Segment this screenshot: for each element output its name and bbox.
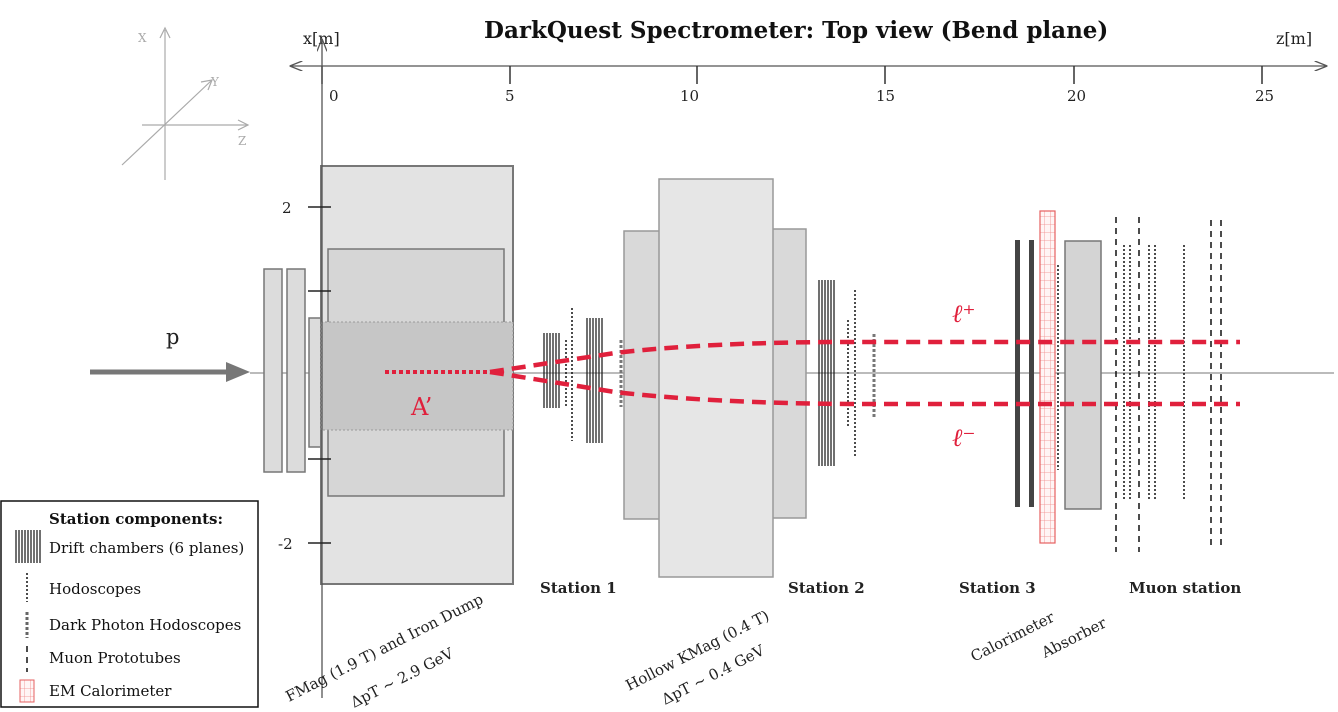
proton-beam-arrow — [90, 362, 250, 382]
legend-muon-prototubes: Muon Prototubes — [49, 649, 181, 667]
muon-prototubes — [1115, 217, 1222, 552]
particle-tracks — [385, 339, 1240, 407]
iron-dump — [320, 321, 514, 431]
station1-hodoscopes — [565, 308, 573, 441]
x-axis-label: x[m] — [303, 29, 340, 48]
coordinate-system-icon — [121, 26, 250, 180]
station1-drift-chambers — [543, 318, 603, 443]
dark-photon-label: A’ — [410, 393, 432, 421]
muon-hodoscopes — [1123, 245, 1185, 500]
legend-title: Station components: — [49, 510, 223, 528]
coord-z-label: Z — [238, 134, 246, 148]
station-1-label: Station 1 — [540, 579, 617, 597]
diagram-title: DarkQuest Spectrometer: Top view (Bend p… — [484, 17, 1108, 44]
legend-dark-photon-hodoscopes: Dark Photon Hodoscopes — [49, 616, 241, 634]
x-tick-label: 2 — [282, 199, 292, 217]
lepton-minus-label: ℓ⁻ — [952, 423, 976, 452]
lepton-plus-track — [489, 339, 1240, 375]
fmag-magnet — [320, 165, 514, 585]
legend-hodoscopes: Hodoscopes — [49, 580, 141, 598]
legend-em-calorimeter: EM Calorimeter — [49, 682, 172, 700]
coord-y-label: Y — [210, 75, 220, 89]
z-tick-label: 0 — [329, 87, 339, 105]
em-calorimeter-legend-icon — [19, 679, 35, 703]
absorber-block — [1064, 240, 1102, 510]
x-axis-ticks — [308, 206, 331, 544]
target-plates — [263, 268, 322, 473]
z-axis-label: z[m] — [1276, 29, 1312, 48]
legend-drift-chambers: Drift chambers (6 planes) — [49, 539, 244, 557]
em-calorimeter — [1039, 210, 1056, 544]
station3-drift-chambers — [1015, 240, 1034, 507]
beam-label: p — [166, 325, 179, 349]
x-tick-label: -2 — [278, 535, 293, 553]
lepton-minus-track — [489, 369, 1240, 407]
z-tick-label: 20 — [1067, 87, 1086, 105]
station2-hodoscopes — [847, 290, 856, 458]
muon-station-label: Muon station — [1129, 579, 1241, 597]
z-tick-label: 10 — [680, 87, 699, 105]
kmag-magnet — [623, 178, 807, 578]
station-3-label: Station 3 — [959, 579, 1036, 597]
station-2-label: Station 2 — [788, 579, 865, 597]
station2-drift-chambers — [818, 280, 835, 466]
z-tick-label: 5 — [505, 87, 515, 105]
z-tick-label: 15 — [876, 87, 895, 105]
z-tick-label: 25 — [1255, 87, 1274, 105]
legend: Station components: Drift chambers (6 pl… — [0, 500, 259, 708]
drift-chamber-legend-icon — [15, 530, 41, 563]
coord-x-label: X — [138, 31, 147, 45]
lepton-plus-label: ℓ⁺ — [952, 299, 976, 328]
z-axis-ticks — [321, 66, 1263, 84]
